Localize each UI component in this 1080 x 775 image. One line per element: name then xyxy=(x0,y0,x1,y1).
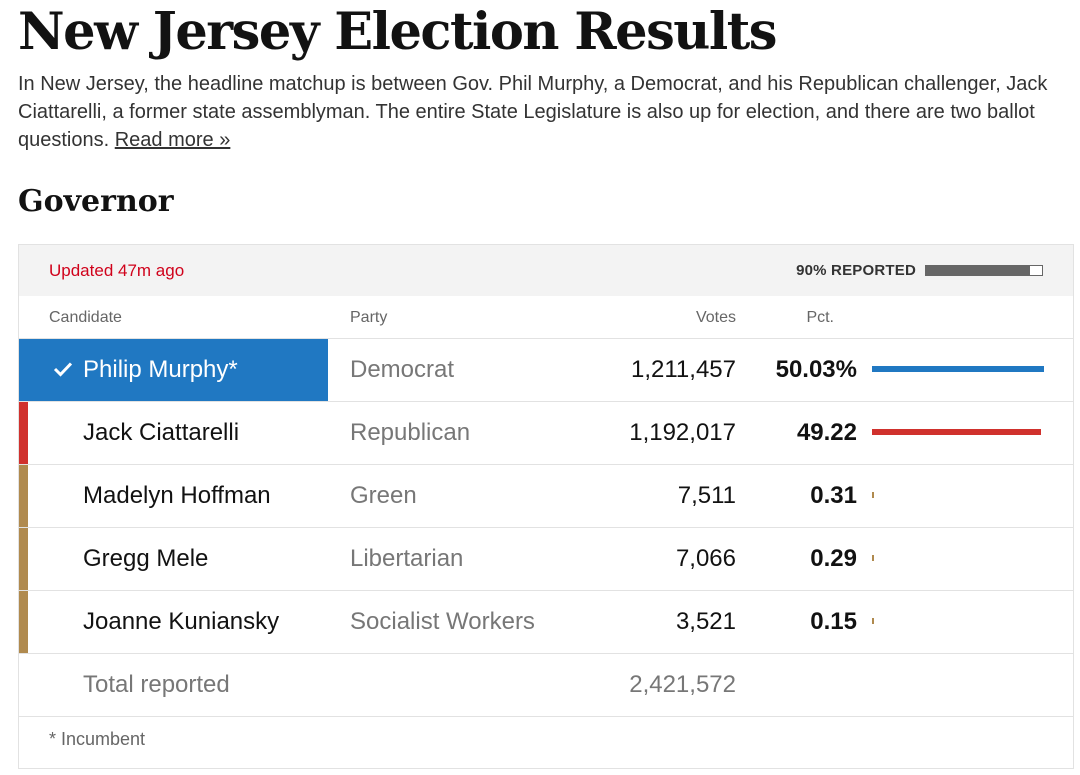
reported-label: 90% REPORTED xyxy=(796,262,916,279)
intro-text: In New Jersey, the headline matchup is b… xyxy=(18,73,1048,151)
candidate-pct: 0.31 xyxy=(810,482,857,509)
total-row: Total reported 2,421,572 xyxy=(19,653,1073,716)
candidate-votes: 7,066 xyxy=(675,545,736,572)
candidate-party: Green xyxy=(350,482,417,509)
candidate-row: Madelyn Hoffman Green 7,511 0.31 xyxy=(19,464,1073,527)
incumbent-footnote: * Incumbent xyxy=(49,729,146,749)
candidate-row: Philip Murphy* Democrat 1,211,457 50.03% xyxy=(19,338,1073,401)
vote-share-fill xyxy=(872,492,874,498)
section-title-governor: Governor xyxy=(18,184,174,219)
party-color-stripe xyxy=(19,528,28,590)
checkmark-icon xyxy=(53,362,73,377)
reported-progress-bar xyxy=(925,265,1043,276)
vote-share-bar xyxy=(872,618,1044,626)
candidate-party: Republican xyxy=(350,419,471,446)
candidate-votes: 3,521 xyxy=(675,608,736,635)
page-title: New Jersey Election Results xyxy=(18,2,778,62)
read-more-link[interactable]: Read more » xyxy=(114,129,231,151)
vote-share-bar xyxy=(872,555,1044,563)
candidate-name: Joanne Kuniansky xyxy=(83,608,280,635)
party-color-stripe xyxy=(19,591,28,653)
intro-paragraph: In New Jersey, the headline matchup is b… xyxy=(18,70,1078,154)
candidate-name: Gregg Mele xyxy=(83,545,209,572)
candidate-votes: 7,511 xyxy=(677,482,736,509)
vote-share-bar xyxy=(872,492,1044,500)
candidate-party: Democrat xyxy=(350,356,455,383)
column-header-candidate: Candidate xyxy=(49,309,122,326)
candidate-pct: 49.22 xyxy=(796,419,857,446)
candidate-party: Socialist Workers xyxy=(350,608,535,635)
vote-share-fill xyxy=(872,618,874,624)
column-header-pct: Pct. xyxy=(806,309,834,326)
party-color-stripe xyxy=(19,402,28,464)
candidate-name: Philip Murphy* xyxy=(83,356,238,383)
candidate-pct: 0.15 xyxy=(810,608,857,635)
total-label: Total reported xyxy=(83,671,230,698)
candidate-party: Libertarian xyxy=(350,545,464,572)
results-header: Updated 47m ago 90% REPORTED xyxy=(19,245,1073,296)
candidate-row: Joanne Kuniansky Socialist Workers 3,521 0.… xyxy=(19,590,1073,653)
candidate-name: Madelyn Hoffman xyxy=(83,482,271,509)
vote-share-bar xyxy=(872,429,1044,437)
candidate-name: Jack Ciattarelli xyxy=(83,419,240,446)
candidate-row: Jack Ciattarelli Republican 1,192,017 49.22 xyxy=(19,401,1073,464)
vote-share-bar xyxy=(872,366,1044,374)
candidate-votes: 1,192,017 xyxy=(629,419,736,446)
governor-results-table: Updated 47m ago 90% REPORTED Candidate P… xyxy=(18,244,1074,769)
candidate-pct: 0.29 xyxy=(810,545,857,572)
reported-progress-fill xyxy=(926,266,1031,275)
candidate-pct: 50.03% xyxy=(775,356,857,383)
vote-share-fill xyxy=(872,429,1042,435)
candidate-votes: 1,211,457 xyxy=(631,356,736,383)
party-color-stripe xyxy=(19,465,28,527)
updated-timestamp: Updated 47m ago xyxy=(49,261,185,280)
vote-share-fill xyxy=(872,555,874,561)
column-header-party: Party xyxy=(350,309,388,326)
vote-share-fill xyxy=(872,366,1044,372)
candidate-row: Gregg Mele Libertarian 7,066 0.29 xyxy=(19,527,1073,590)
total-votes: 2,421,572 xyxy=(629,671,736,698)
column-header-votes: Votes xyxy=(695,309,736,326)
winner-highlight xyxy=(19,339,328,401)
footnote-row: * Incumbent xyxy=(19,716,1073,770)
